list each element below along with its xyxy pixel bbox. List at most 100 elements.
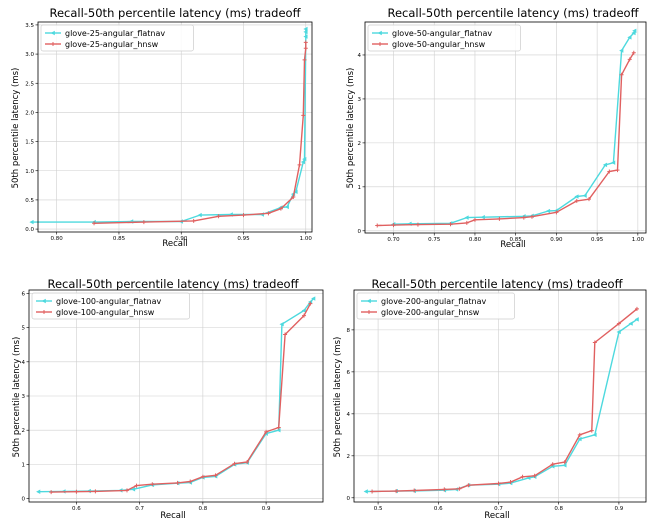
data-point-marker [589, 428, 594, 433]
data-point-marker [607, 169, 612, 174]
data-point-marker [562, 460, 567, 465]
data-point-marker [442, 487, 447, 492]
data-point-marker [619, 48, 624, 53]
data-point-marker [191, 218, 196, 223]
y-tick-label: 2.0 [25, 110, 34, 116]
chart-panel-glove-200: Recall-50th percentile latency (ms) trad… [333, 277, 647, 521]
data-point-marker [134, 483, 139, 488]
data-point-marker [627, 57, 632, 62]
data-point-marker [554, 210, 559, 215]
data-point-marker [611, 160, 616, 165]
legend-label: glove-50-angular_hnsw [392, 40, 486, 49]
data-point-marker [278, 206, 283, 211]
x-tick-label: 0.95 [591, 237, 604, 243]
data-point-marker [550, 462, 555, 467]
chart-title: Recall-50th percentile latency (ms) trad… [387, 6, 639, 20]
data-point-marker [197, 212, 202, 218]
y-tick-label: 3 [22, 394, 26, 400]
x-tick-label: 0.8 [198, 506, 207, 512]
legend-label: glove-100-angular_flatnav [56, 297, 161, 306]
data-point-marker [627, 35, 632, 40]
data-point-marker [29, 219, 34, 225]
data-point-marker [300, 159, 306, 165]
y-tick-label: 1 [358, 185, 362, 191]
data-point-marker [592, 432, 597, 438]
x-tick-label: 0.7 [135, 506, 144, 512]
data-point-marker [632, 28, 637, 33]
data-point-marker [276, 425, 281, 430]
plot-frame [28, 289, 324, 503]
y-tick-label: 4 [347, 412, 351, 418]
chart-panel-glove-100: Recall-50th percentile latency (ms) trad… [12, 277, 324, 521]
data-point-marker [130, 487, 136, 492]
data-point-marker [532, 473, 537, 478]
legend-box [356, 292, 515, 320]
data-point-marker [279, 321, 284, 327]
chart-title: Recall-50th percentile latency (ms) trad… [371, 277, 623, 291]
x-tick-label: 0.90 [550, 237, 563, 243]
data-point-marker [245, 459, 250, 464]
y-tick-label: 0 [358, 229, 362, 235]
data-point-marker [125, 488, 129, 493]
data-point-marker [634, 317, 639, 322]
data-point-marker [216, 214, 221, 219]
y-tick-label: 0.0 [25, 227, 34, 233]
data-point-marker [464, 215, 469, 220]
legend-marker [41, 298, 46, 304]
data-point-marker [480, 214, 485, 220]
data-point-marker [529, 214, 534, 219]
y-axis-label: 50th percentile latency (ms) [346, 68, 356, 189]
data-point-marker [232, 461, 237, 466]
data-point-marker [363, 489, 368, 494]
legend-marker [366, 298, 371, 304]
data-point-marker [301, 308, 306, 313]
data-point-marker [619, 72, 624, 77]
data-point-marker [303, 40, 308, 45]
legend-marker [50, 30, 55, 36]
data-point-marker [150, 482, 155, 487]
data-point-marker [615, 168, 620, 173]
y-tick-label: 3.0 [25, 52, 34, 58]
data-point-marker [508, 480, 513, 485]
x-tick-label: 0.9 [262, 506, 271, 512]
data-point-marker [303, 46, 308, 51]
plot-area [365, 22, 646, 233]
data-point-marker [577, 436, 582, 442]
data-point-marker [466, 483, 471, 488]
y-tick-label: 0.5 [25, 198, 34, 204]
data-point-marker [616, 329, 621, 335]
data-point-marker [586, 197, 591, 202]
data-point-marker [264, 429, 269, 434]
data-point-marker [308, 301, 313, 306]
y-tick-label: 4 [22, 360, 26, 366]
y-tick-label: 0 [22, 497, 26, 503]
x-tick-label: 1.00 [632, 237, 645, 243]
data-point-marker [448, 222, 453, 227]
x-tick-label: 0.6 [72, 506, 81, 512]
legend-label: glove-200-angular_hnsw [381, 308, 480, 317]
data-point-marker [293, 189, 298, 194]
y-tick-label: 8 [347, 328, 351, 334]
y-tick-label: 1.5 [25, 140, 34, 146]
legend-label: glove-25-angular_flatnav [65, 29, 165, 38]
data-point-marker [545, 208, 551, 214]
y-tick-label: 4 [358, 53, 362, 59]
x-axis-label: Recall [162, 239, 187, 249]
legend-marker [377, 30, 382, 36]
chart-panel-glove-25: Recall-50th percentile latency (ms) trad… [11, 6, 313, 249]
legend-box [31, 292, 190, 320]
y-tick-label: 2 [358, 141, 362, 147]
data-point-marker [391, 223, 396, 228]
data-point-marker [303, 34, 308, 39]
y-tick-label: 2 [22, 428, 26, 434]
chart-title: Recall-50th percentile latency (ms) trad… [49, 6, 301, 20]
data-point-marker [49, 490, 54, 495]
x-tick-label: 0.8 [554, 506, 563, 512]
y-tick-label: 6 [22, 291, 26, 297]
data-point-marker [616, 321, 621, 326]
data-point-marker [520, 474, 525, 479]
data-point-marker [375, 223, 380, 228]
data-point-marker [74, 489, 79, 494]
data-point-marker [521, 215, 526, 220]
plot-frame [37, 21, 313, 233]
